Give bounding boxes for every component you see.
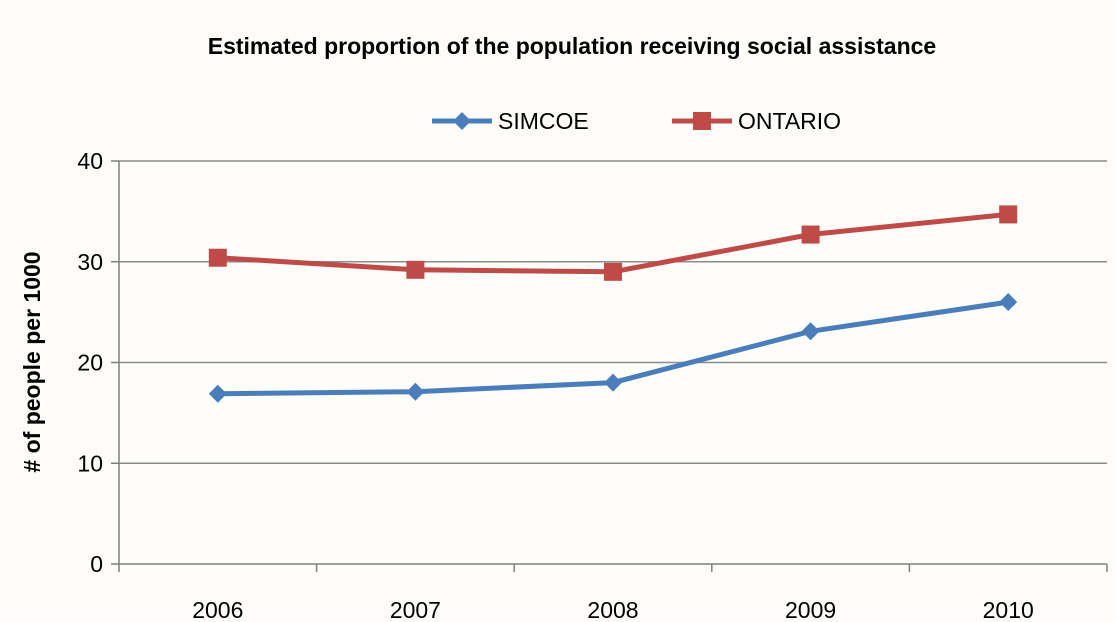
x-tick-labels: 2006 2007 2008 2009 2010 [192,597,1034,622]
y-tick-label: 10 [77,450,103,476]
y-tick-label: 0 [90,551,103,577]
series-layer [208,205,1018,403]
gridlines [119,160,1107,464]
legend-marker [453,112,471,130]
series-simcoe [208,293,1018,403]
data-point [999,293,1018,312]
y-tick-label: 20 [77,350,103,376]
axes [111,160,1108,572]
data-point [406,260,425,279]
y-axis-label: # of people per 1000 [19,251,45,472]
legend-marker [693,112,711,130]
data-point [604,373,622,392]
x-tick-label: 2006 [192,597,243,622]
data-point [999,205,1018,224]
data-point [406,382,425,401]
legend: SIMCOE ONTARIO [432,108,841,134]
x-tick-label: 2009 [785,597,836,622]
x-tick-label: 2007 [390,597,441,622]
legend-item-ontario: ONTARIO [672,108,841,134]
data-point [604,262,622,281]
data-point [801,322,820,341]
legend-label: SIMCOE [498,108,589,134]
data-point [208,248,227,267]
x-tick-label: 2010 [983,597,1034,622]
legend-item-simcoe: SIMCOE [432,108,589,134]
series-ontario [208,205,1018,281]
data-point [208,384,227,403]
y-tick-label: 30 [77,249,103,275]
chart-title: Estimated proportion of the population r… [208,33,936,59]
y-tick-label: 40 [77,148,103,174]
data-point [801,225,820,244]
legend-label: ONTARIO [738,108,841,134]
y-tick-labels: 0 10 20 30 40 [77,148,103,577]
x-tick-label: 2008 [587,597,638,622]
